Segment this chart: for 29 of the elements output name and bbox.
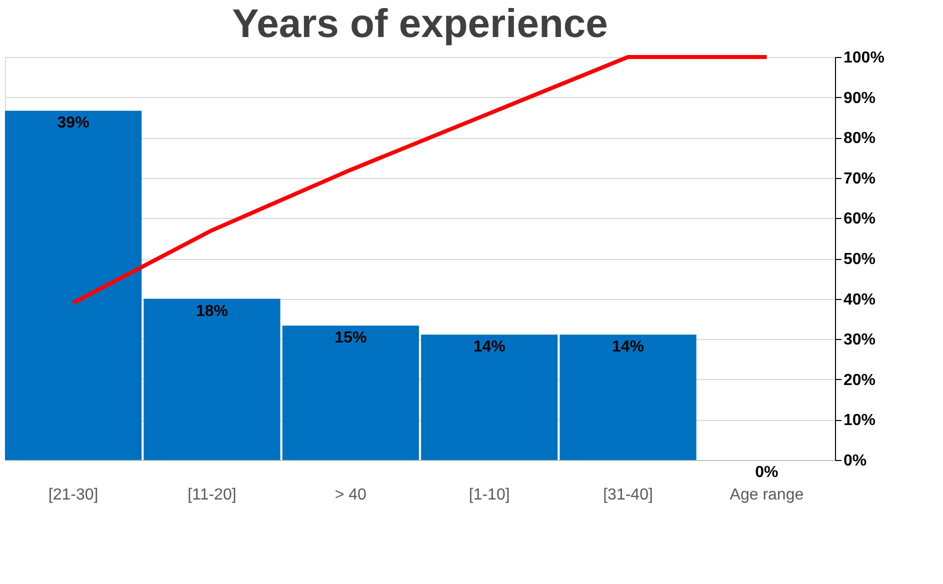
- bar: [5, 110, 142, 460]
- x-tick-label: Age range: [730, 486, 804, 504]
- y2-tick-label: 10%: [844, 412, 876, 430]
- data-label: 15%: [334, 330, 367, 347]
- y2-tick-label: 60%: [844, 210, 876, 228]
- x-tick-label: [11-20]: [188, 486, 236, 504]
- bar: [282, 326, 419, 460]
- y2-tick-label: 80%: [844, 130, 876, 148]
- chart-title: Years of experience: [232, 2, 608, 46]
- data-label: 18%: [196, 302, 228, 320]
- bar: [144, 298, 280, 460]
- y2-tick-label: 90%: [844, 90, 876, 107]
- y2-tick-label: 30%: [844, 332, 876, 349]
- data-label: 14%: [473, 338, 506, 356]
- x-tick-label: [31-40]: [603, 486, 653, 504]
- data-label: 14%: [612, 338, 644, 356]
- x-tick-label: [21-30]: [48, 486, 98, 504]
- bar: [421, 334, 558, 460]
- x-tick-label: [1-10]: [468, 486, 510, 504]
- x-tick-label: > 40: [334, 486, 367, 504]
- y2-tick-label: 20%: [844, 372, 876, 389]
- data-label: 0%: [755, 464, 778, 481]
- y2-tick-label: 40%: [844, 291, 876, 308]
- y2-tick-label: 100%: [844, 50, 884, 66]
- y2-tick-label: 50%: [844, 251, 876, 268]
- y2-tick-label: 0%: [844, 452, 867, 470]
- data-label: 39%: [57, 114, 90, 132]
- y2-tick-label: 70%: [844, 170, 876, 188]
- bar: [560, 334, 696, 460]
